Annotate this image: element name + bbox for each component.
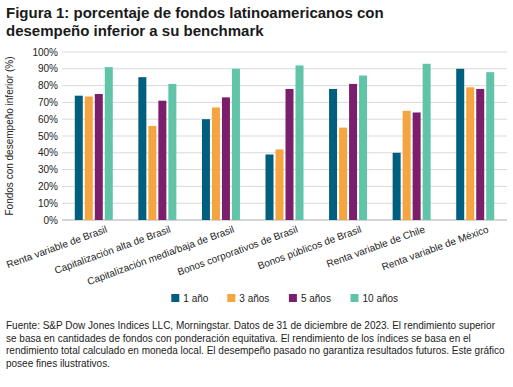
bar xyxy=(222,97,230,220)
bar xyxy=(202,119,210,220)
bar xyxy=(466,87,474,220)
bar xyxy=(105,67,113,220)
chart-root: Figura 1: porcentaje de fondos latinoame… xyxy=(0,0,513,387)
legend-swatch xyxy=(171,294,179,302)
y-tick-label: 40% xyxy=(38,147,58,158)
grid-line xyxy=(62,152,507,153)
grid-line xyxy=(62,102,507,103)
grid-line xyxy=(62,136,507,137)
bar xyxy=(168,84,176,220)
bars xyxy=(75,64,494,220)
bar xyxy=(403,111,411,220)
bar xyxy=(232,69,240,220)
y-tick-label: 50% xyxy=(38,131,58,142)
legend: 1 año 3 años 5 años 10 años xyxy=(171,293,398,304)
grid-line xyxy=(62,220,507,221)
legend-label: 10 años xyxy=(363,293,399,304)
bar xyxy=(75,96,83,220)
bar xyxy=(276,149,284,220)
bar xyxy=(95,94,103,220)
grid-line xyxy=(62,203,507,204)
legend-label: 3 años xyxy=(239,293,269,304)
grid-line xyxy=(62,85,507,86)
bar xyxy=(286,89,294,220)
title: Figura 1: porcentaje de fondos latinoame… xyxy=(6,4,386,40)
x-tick-label: Renta variable de México xyxy=(380,223,490,272)
grid-line xyxy=(62,52,507,53)
legend-label: 1 año xyxy=(183,293,208,304)
grid-line xyxy=(62,169,507,170)
bar xyxy=(359,76,367,220)
bar xyxy=(413,112,421,220)
footnote: Fuente: S&P Dow Jones Indices LLC, Morni… xyxy=(6,320,506,370)
legend-swatch xyxy=(351,294,359,302)
y-tick-label: 10% xyxy=(38,198,58,209)
bar xyxy=(138,77,146,220)
grid-line xyxy=(62,186,507,187)
y-tick-label: 70% xyxy=(38,97,58,108)
bar xyxy=(393,153,401,220)
y-tick-label: 90% xyxy=(38,63,58,74)
legend-swatch xyxy=(289,294,297,302)
bar xyxy=(158,101,166,220)
y-tick-label: 60% xyxy=(38,114,58,125)
bar xyxy=(296,65,304,220)
y-axis-label: Fondos con desempeño inferior (%) xyxy=(4,57,15,216)
legend-swatch xyxy=(227,294,235,302)
grid xyxy=(62,52,507,220)
x-axis-line xyxy=(62,220,507,221)
bar xyxy=(476,89,484,220)
legend-label: 5 años xyxy=(301,293,331,304)
x-tick-label: Renta variable de Chile xyxy=(325,223,427,269)
bar xyxy=(339,128,347,220)
x-tick-label: Bonos públicos de Brasil xyxy=(256,224,363,272)
bar xyxy=(266,154,274,220)
y-tick-label: 20% xyxy=(38,181,58,192)
bar xyxy=(486,72,494,220)
bar xyxy=(329,89,337,220)
y-tick-label: 30% xyxy=(38,164,58,175)
bar xyxy=(423,64,431,220)
grid-line xyxy=(62,68,507,69)
bar xyxy=(85,97,93,220)
grid-line xyxy=(62,119,507,120)
bar xyxy=(456,69,464,220)
x-tick-label: Bonos corporativos de Brasil xyxy=(176,224,299,278)
bar xyxy=(212,107,220,220)
bar xyxy=(148,126,156,220)
bar xyxy=(349,84,357,220)
y-tick-label: 0% xyxy=(44,215,59,226)
y-tick-label: 80% xyxy=(38,80,58,91)
y-tick-label: 100% xyxy=(32,47,58,58)
